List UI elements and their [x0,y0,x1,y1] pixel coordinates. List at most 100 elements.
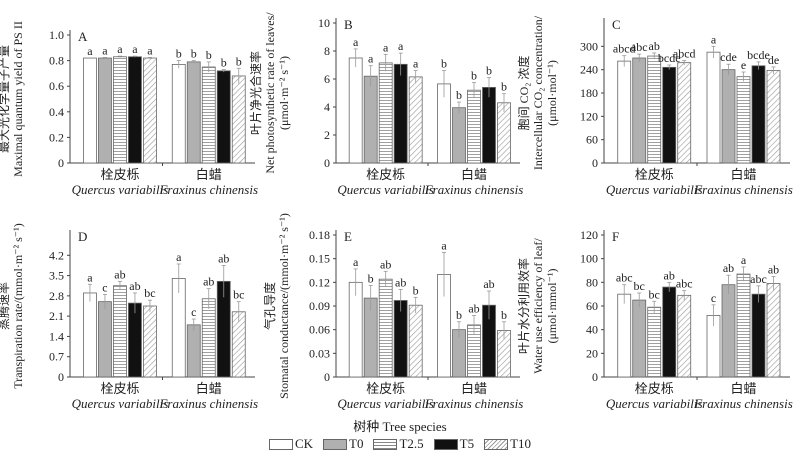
bar-t2-5 [647,55,662,164]
y-axis-title: Intercellular CO₂ concentration/ [531,15,545,170]
panel-label: C [612,17,621,32]
significance-letter: a [413,57,419,71]
significance-letter: ab [664,268,675,282]
significance-letter: a [368,52,374,66]
bar-t0 [721,284,736,378]
y-tick-label: 0.4 [49,105,64,119]
bar-t5 [662,286,677,378]
category-label-latin: Fraxinus chinensis [158,396,258,411]
bar-t10 [408,76,423,164]
significance-letter: a [176,250,182,264]
legend-swatch-ck [268,438,293,450]
significance-letter: a [383,41,389,55]
legend-swatch-t5 [433,438,458,450]
panel-label: A [78,29,88,44]
bar-t10 [677,62,692,164]
significance-letter: a [711,32,717,46]
bar-t0 [186,324,201,378]
panel-label: B [344,17,353,32]
bar-t10 [408,304,423,378]
y-axis-title: Water use efficiency of leaf/ [531,238,545,374]
y-tick-label: 1.0 [49,28,64,42]
bar-t2-5 [201,66,216,164]
category-label-cn: 栓皮栎 [635,381,674,396]
y-tick-label: 2 [324,128,330,142]
y-tick-label: 0.2 [49,130,64,144]
category-label-cn: 栓皮栎 [100,381,139,396]
significance-letter: bc [649,287,660,301]
significance-letter: ab [218,251,229,265]
legend-label-t0: T0 [349,436,364,451]
legend-swatch-t10 [484,438,509,450]
panel-e: 0 0.03 0.06 0.09 0.12 0.15 0.18 E 气孔导度 Stomatal c… [262,213,523,411]
y-tick-label: 0 [324,370,330,384]
category-label-latin: Quercus variabilis [606,396,703,411]
bar-t5 [393,300,408,378]
bar-t0 [721,69,736,164]
y-tick-label: 300 [580,39,598,53]
bar-t2-5 [736,76,751,164]
category-label-cn: 白蜡 [730,167,756,182]
category-label-cn: 栓皮栎 [366,381,405,396]
significance-letter: b [221,56,227,70]
y-axis-title: (μmol·mmol⁻¹) [545,268,559,343]
bar-t5 [751,65,766,164]
significance-letter: abc [616,271,633,285]
legend-item-t5: T5 [433,436,474,452]
significance-letter: cde [720,50,737,64]
legend-label-ck: CK [294,436,313,451]
y-tick-label: 20 [586,346,598,360]
category-label-latin: Fraxinus chinensis [424,182,524,197]
significance-letter: ab [114,267,125,281]
bar-t10 [143,305,157,378]
y-tick-label: 10 [318,16,330,30]
bar-t2-5 [378,278,393,378]
bar-t5 [393,63,408,164]
bar-ck [171,278,186,378]
bar-ck [83,292,97,378]
legend: CK T0 T2.5 T5 T10 [0,436,800,452]
category-label-latin: Fraxinus chinensis [158,182,258,197]
significance-letter: bc [634,279,645,293]
significance-letter: b [471,69,477,83]
significance-letter: abcd [613,42,636,56]
category-label-latin: Quercus variabilis [606,182,703,197]
significance-letter: abcd [673,46,696,60]
bar-ck [348,281,363,378]
bar-t10 [766,70,781,164]
y-tick-label: 0 [592,370,598,384]
y-tick-label: 180 [580,86,598,100]
y-tick-label: 0.06 [309,323,330,337]
y-tick-label: 0.18 [309,228,330,242]
y-tick-label: 3.5 [49,269,64,283]
category-label-cn: 栓皮栎 [635,167,674,182]
bar-t2-5 [113,56,127,164]
category-label-latin: Quercus variabilis [337,182,434,197]
category-label-cn: 白蜡 [461,167,487,182]
legend-label-t2-5: T2.5 [399,436,424,451]
y-axis-title: 胞间 CO₂ 浓度 [516,56,531,131]
significance-letter: ab [395,275,406,289]
significance-letter: c [711,291,716,305]
significance-letter: b [501,308,507,322]
bar-t5 [128,56,142,164]
y-axis-title: 气孔导度 [262,282,277,330]
category-label-latin: Fraxinus chinensis [693,182,793,197]
y-tick-label: 0 [324,156,330,170]
bar-t0 [98,57,112,164]
significance-letter: a [132,42,138,56]
significance-letter: b [456,88,462,102]
category-label-cn: 白蜡 [196,381,222,396]
legend-label-t10: T10 [510,436,532,451]
significance-letter: b [191,47,197,61]
y-axis-title: (μmol·mol⁻¹) [545,60,559,126]
panel-label: F [612,229,619,244]
significance-letter: b [441,57,447,71]
panel-label: D [78,229,87,244]
significance-letter: bc [233,288,244,302]
significance-letter: a [87,44,93,58]
panel-label: E [344,229,352,244]
significance-letter: e [741,58,746,72]
significance-letter: a [147,43,153,57]
panel-d: 0 0.7 1.4 2.1 2.8 3.5 4.2 D 蒸腾速率 Transpiration ra… [0,223,258,411]
